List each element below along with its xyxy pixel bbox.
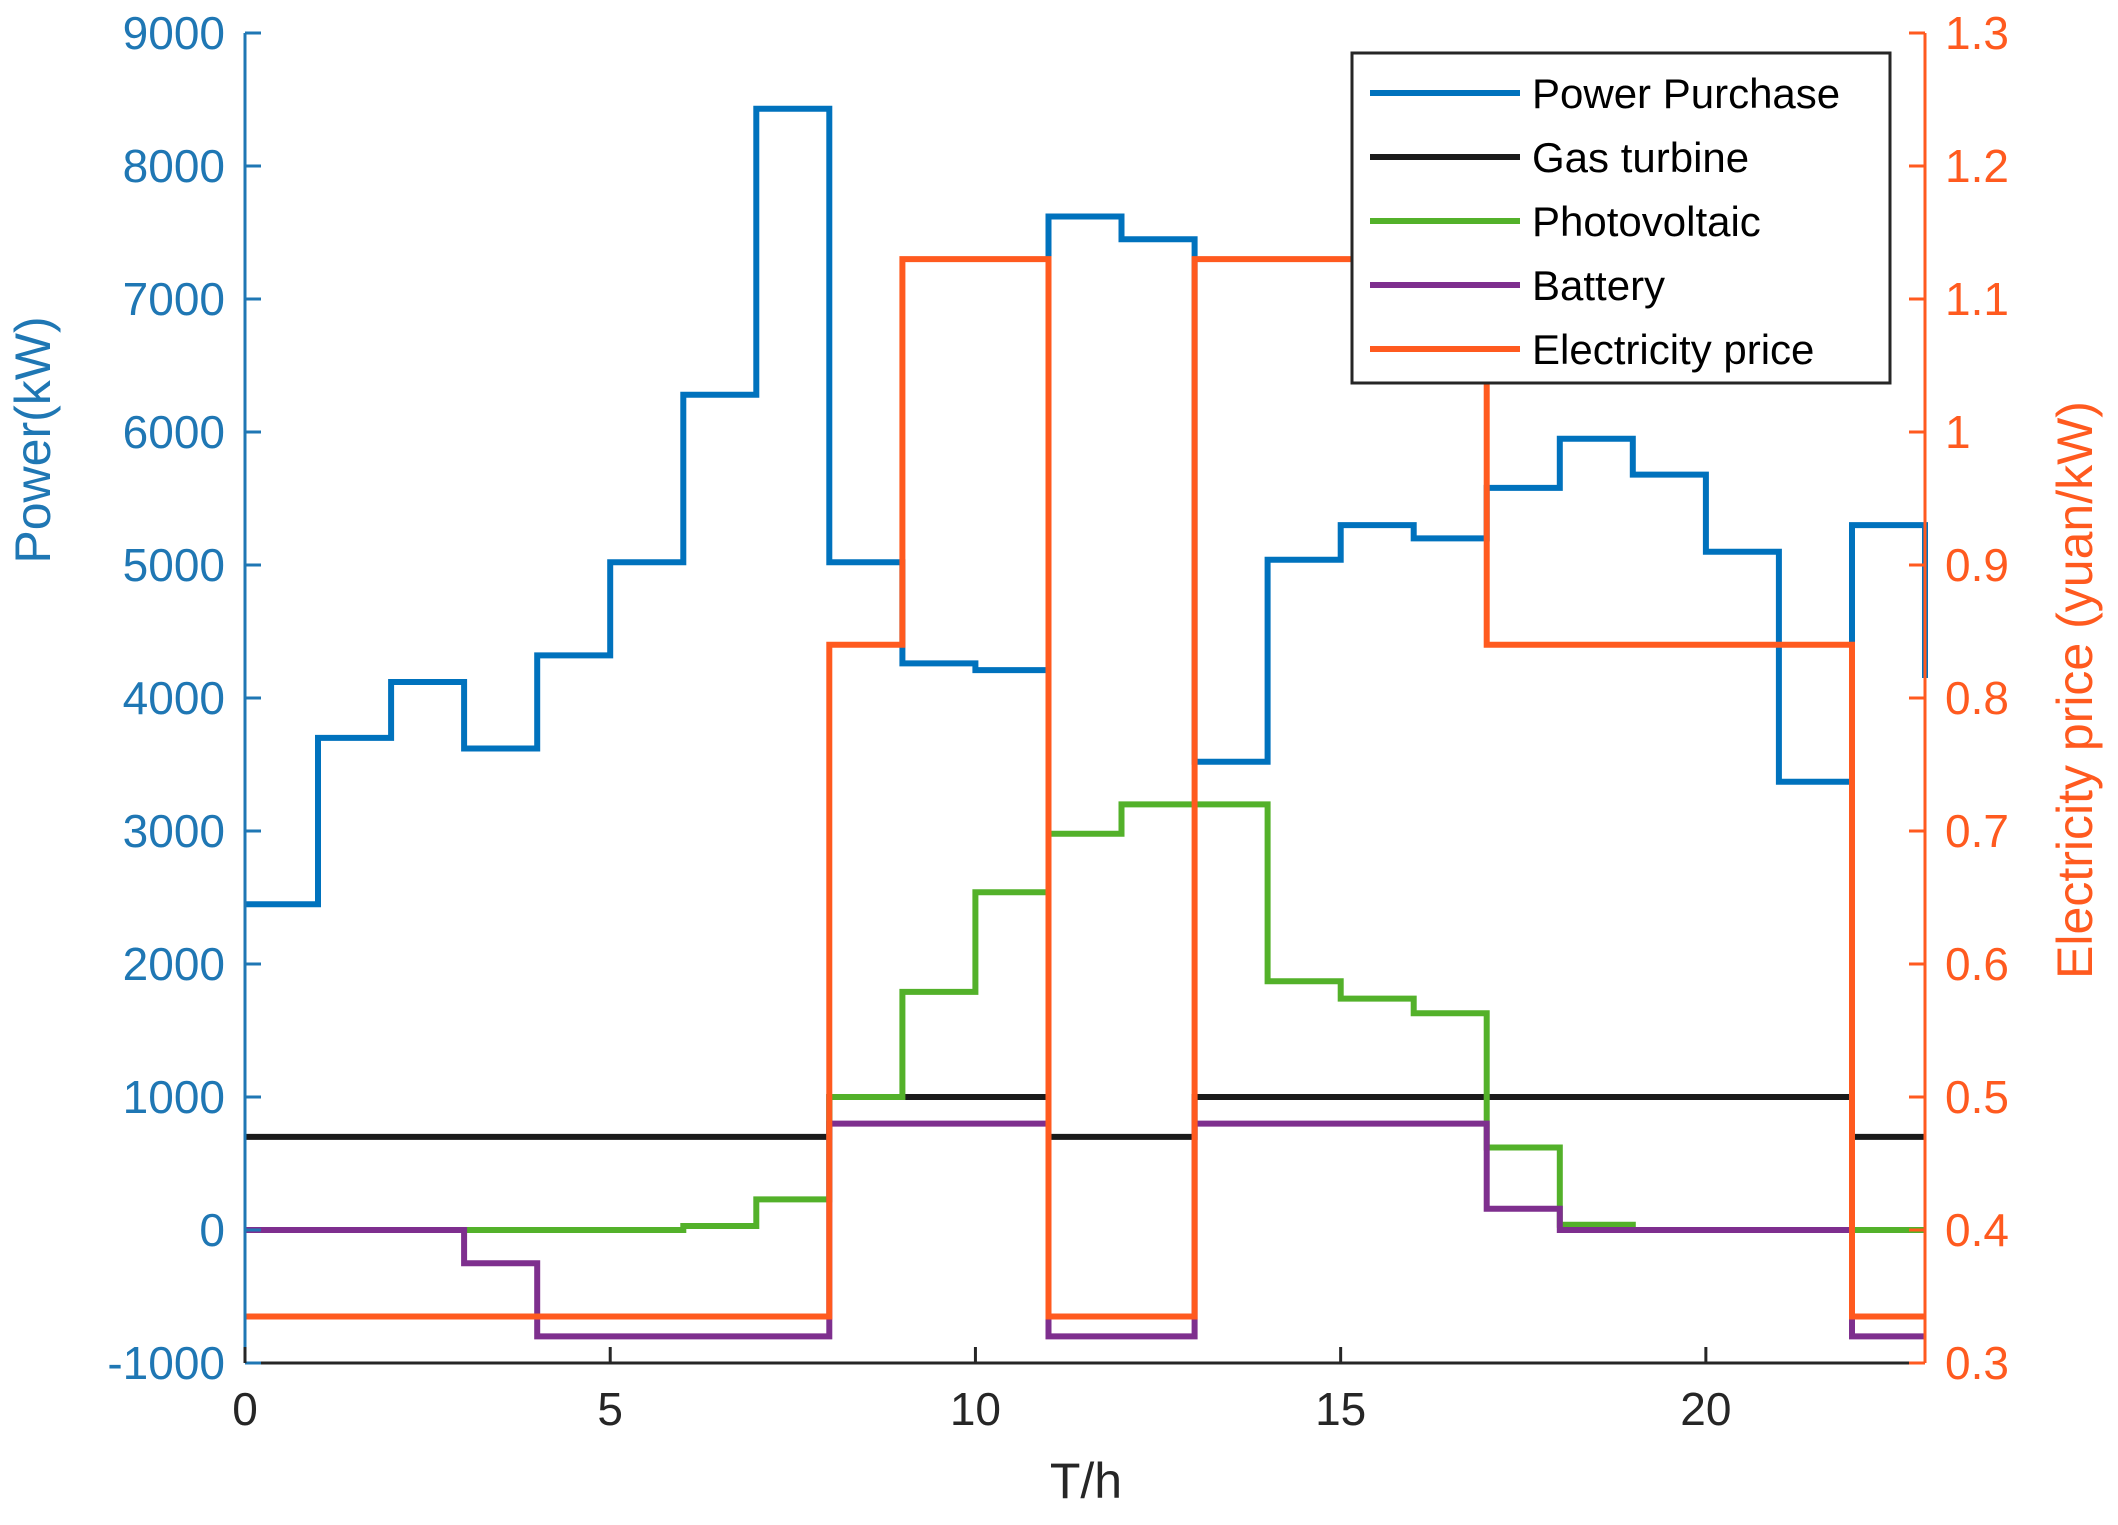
x-tick-label: 0 [232,1383,258,1435]
plot-lines [245,105,1928,1340]
y-tick-label-right: 1 [1945,406,1971,458]
x-axis-label: T/h [1050,1453,1122,1509]
y-tick-label-right: 1.3 [1945,7,2009,59]
y-tick-label-right: 0.8 [1945,672,2009,724]
y-tick-label-right: 0.9 [1945,539,2009,591]
x-tick-label: 10 [950,1383,1001,1435]
series-line-power-purchase [245,105,1928,908]
y-tick-label-left: 2000 [123,938,225,990]
series-line-electricity-price [245,256,1925,1320]
y-tick-label-right: 0.7 [1945,805,2009,857]
x-tick-label: 5 [597,1383,623,1435]
y-tick-label-left: 8000 [123,140,225,192]
y-tick-label-left: -1000 [107,1337,225,1389]
y-tick-label-right: 1.1 [1945,273,2009,325]
legend-label: Power Purchase [1532,70,1840,117]
y-axis-label-right: Electricity price (yuan/kW) [2047,401,2103,979]
x-tick-label: 15 [1315,1383,1366,1435]
y-axis-label-left: Power(kW) [5,316,61,563]
legend-box [1350,51,1892,385]
series-line-gas-turbine [245,1094,1925,1140]
series-line-photovoltaic [245,801,1925,1233]
y-tick-label-right: 0.5 [1945,1071,2009,1123]
y-tick-label-left: 4000 [123,672,225,724]
x-tick-label: 20 [1680,1383,1731,1435]
legend-label: Photovoltaic [1532,198,1761,245]
y-tick-label-right: 0.4 [1945,1204,2009,1256]
y-tick-label-left: 5000 [123,539,225,591]
ticks: -100001000200030004000500060007000800090… [107,7,2009,1435]
y-tick-label-right: 1.2 [1945,140,2009,192]
legend: Power Purchase Gas turbine Photovoltaic Bat… [1350,51,1892,385]
legend-label: Battery [1532,262,1665,309]
y-tick-label-right: 0.6 [1945,938,2009,990]
y-tick-label-left: 9000 [123,7,225,59]
legend-label: Gas turbine [1532,134,1749,181]
y-tick-label-left: 6000 [123,406,225,458]
y-tick-label-left: 1000 [123,1071,225,1123]
y-tick-label-right: 0.3 [1945,1337,2009,1389]
y-tick-label-left: 3000 [123,805,225,857]
y-tick-label-left: 7000 [123,273,225,325]
y-tick-label-left: 0 [199,1204,225,1256]
series-line-battery [245,1120,1925,1340]
legend-label: Electricity price [1532,326,1814,373]
